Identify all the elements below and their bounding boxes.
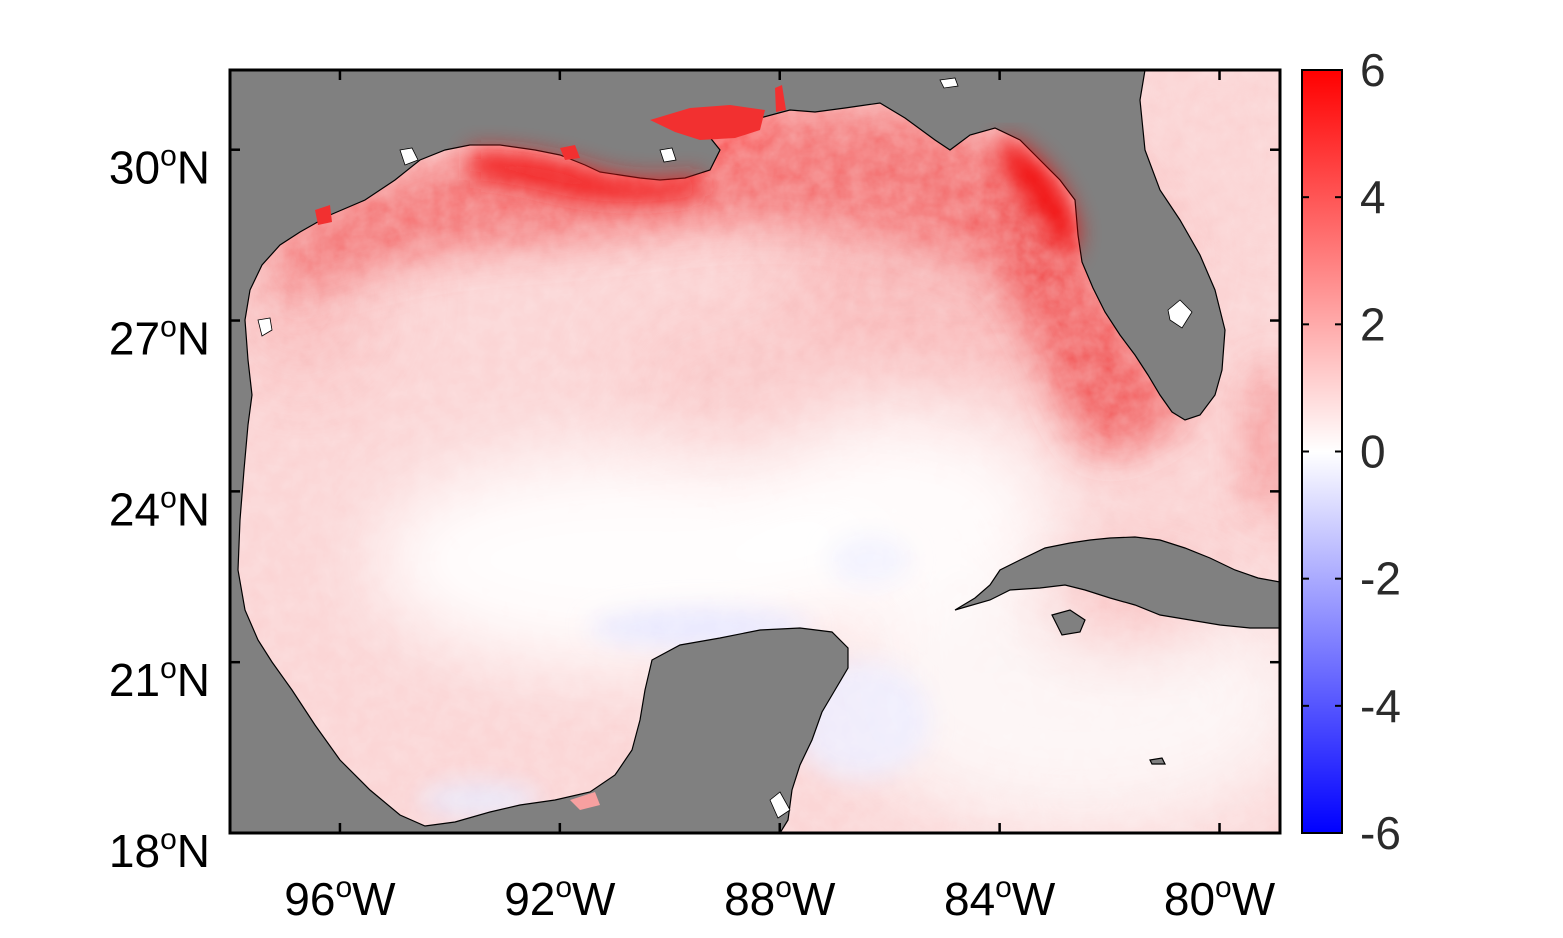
axes-frame [228, 68, 1282, 835]
colorbar-label: -2 [1360, 553, 1401, 605]
latitude-labels: 30oN 27oN 24oN 21oN 18oN [109, 140, 210, 877]
lon-label: 84oW [944, 871, 1056, 925]
lon-label: 88oW [724, 871, 836, 925]
lon-label: 96oW [284, 871, 396, 925]
colorbar-label: 6 [1360, 44, 1386, 96]
lon-label: 80oW [1164, 871, 1276, 925]
land-isla-juventud [1051, 609, 1086, 636]
lat-label: 30oN [109, 140, 210, 194]
colorbar-frame [1301, 69, 1343, 834]
colorbar: 6 4 2 0 -2 -4 -6 [1301, 44, 1401, 859]
land-cuba [954, 536, 1280, 629]
lon-label: 92oW [504, 871, 616, 925]
colorbar-label: -6 [1360, 807, 1401, 859]
lat-label: 21oN [109, 652, 210, 706]
map-area [230, 70, 1280, 833]
colorbar-label: -4 [1360, 680, 1401, 732]
land-small-island [1149, 757, 1166, 765]
colorbar-label: 4 [1360, 171, 1386, 223]
tick-marks [230, 70, 1280, 835]
colorbar-label: 2 [1360, 298, 1386, 350]
colorbar-labels: 6 4 2 0 -2 -4 -6 [1360, 44, 1401, 859]
coastal-anomaly [470, 135, 1078, 260]
lat-label: 27oN [109, 311, 210, 365]
lat-label: 18oN [109, 823, 210, 877]
colorbar-label: 0 [1360, 426, 1386, 478]
bay-patches [315, 85, 786, 810]
coastal-lakes [257, 77, 1193, 819]
longitude-labels: 96oW 92oW 88oW 84oW 80oW [284, 871, 1275, 925]
land-north-america [230, 70, 1226, 833]
lat-label: 24oN [109, 481, 210, 535]
land [230, 70, 1280, 833]
